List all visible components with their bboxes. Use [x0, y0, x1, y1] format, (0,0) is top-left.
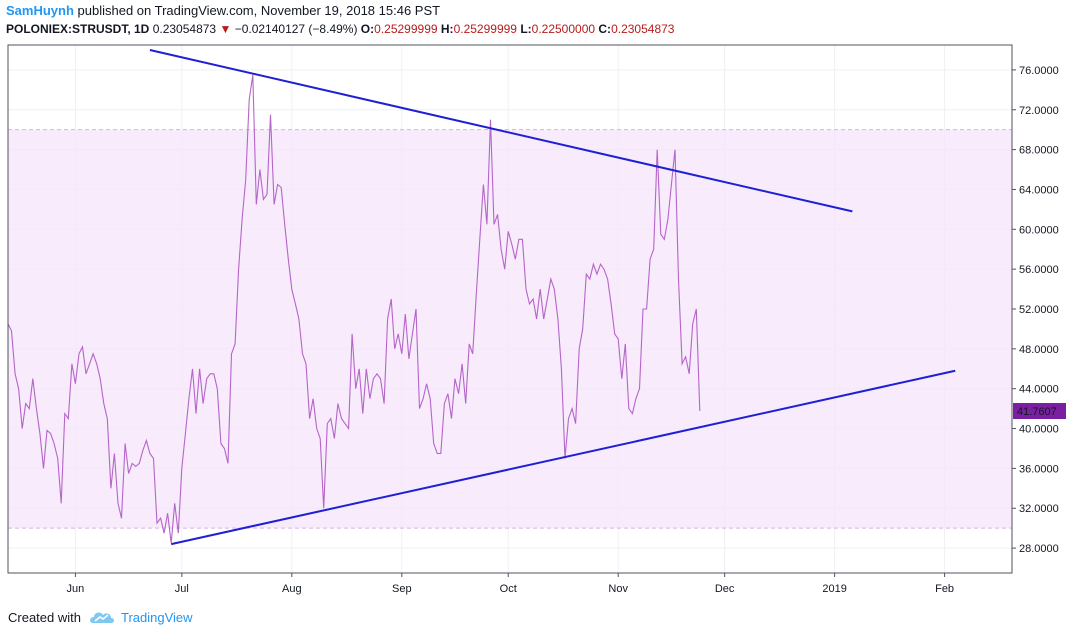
last-value-label: 41.7607: [1017, 406, 1057, 418]
x-tick-label: Jul: [175, 583, 189, 595]
symbol-label: POLONIEX:STRUSDT, 1D: [6, 22, 150, 36]
close-value: 0.23054873: [611, 22, 675, 36]
y-tick-label: 72.0000: [1019, 105, 1059, 117]
price-change: −0.02140127 (−8.49%): [234, 22, 358, 36]
last-value-badge: 41.7607: [1013, 403, 1066, 420]
y-tick-label: 68.0000: [1019, 145, 1059, 157]
x-tick-label: Nov: [608, 583, 628, 595]
created-with: Created with: [8, 609, 81, 625]
x-tick-label: Aug: [282, 583, 302, 595]
x-tick-label: Oct: [500, 583, 517, 595]
time-axis[interactable]: Jun Jul Aug Sep Oct Nov Dec 2019 Feb: [67, 573, 955, 595]
change-arrow: ▼: [219, 22, 232, 36]
publish-line: SamHuynh published on TradingView.com, N…: [6, 3, 440, 18]
price-line: [7, 74, 701, 544]
low-label: L:: [520, 22, 532, 36]
y-tick-label: 60.0000: [1019, 224, 1059, 236]
price-axis[interactable]: 76.0000 72.0000 68.0000 64.0000 60.0000 56.00…: [1012, 65, 1059, 555]
author-link[interactable]: SamHuynh: [6, 3, 74, 18]
rsi-band: [8, 129, 1012, 529]
y-tick-label: 36.0000: [1019, 463, 1059, 475]
x-tick-label: 2019: [822, 583, 846, 595]
high-label: H:: [440, 22, 454, 36]
low-value: 0.22500000: [531, 22, 596, 36]
tradingview-cloud-icon: [90, 612, 114, 623]
y-tick-label: 28.0000: [1019, 543, 1059, 555]
y-tick-label: 52.0000: [1019, 304, 1059, 316]
y-tick-label: 40.0000: [1019, 424, 1059, 436]
last-value-badge-bg: [1013, 403, 1066, 420]
x-tick-label: Feb: [935, 583, 954, 595]
high-value: 0.25299999: [453, 22, 517, 36]
open-label: O:: [360, 22, 375, 36]
footer: Created with TradingView: [8, 609, 193, 625]
y-tick-label: 56.0000: [1019, 264, 1059, 276]
y-tick-label: 44.0000: [1019, 384, 1059, 396]
lower-trendline[interactable]: [170, 369, 956, 546]
x-tick-label: Jun: [67, 583, 85, 595]
upper-trendline[interactable]: [149, 49, 853, 213]
tradingview-link[interactable]: TradingView: [120, 609, 193, 625]
trendlines[interactable]: [149, 49, 956, 546]
open-value: 0.25299999: [374, 22, 438, 36]
y-tick-label: 48.0000: [1019, 344, 1059, 356]
x-tick-label: Sep: [392, 583, 412, 595]
x-tick-label: Dec: [715, 583, 735, 595]
last-price: 0.23054873: [152, 22, 217, 36]
ohlc-legend: POLONIEX:STRUSDT, 1D 0.23054873 ▼ −0.021…: [6, 22, 674, 36]
y-tick-label: 64.0000: [1019, 184, 1059, 196]
publish-info: published on TradingView.com, November 1…: [77, 3, 441, 18]
y-tick-label: 32.0000: [1019, 503, 1059, 515]
y-tick-label: 76.0000: [1019, 65, 1059, 77]
close-label: C:: [598, 22, 612, 36]
